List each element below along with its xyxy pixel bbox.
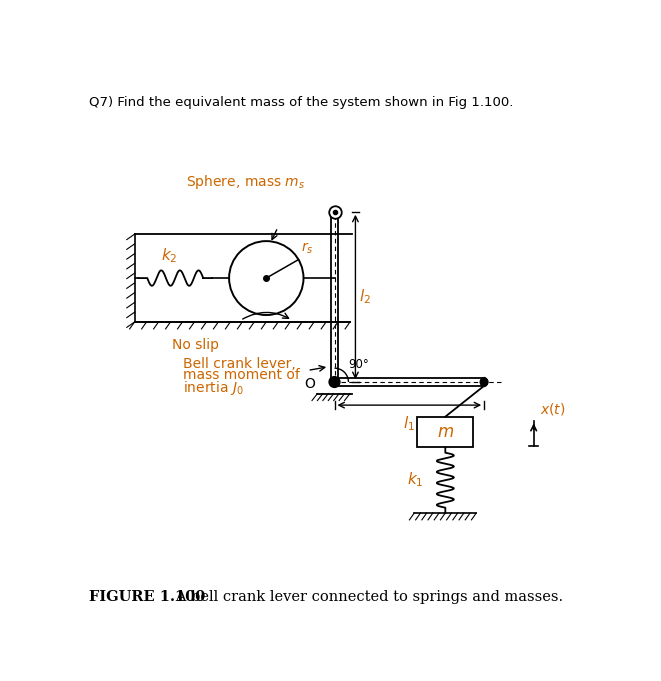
Circle shape [329, 377, 340, 387]
Text: No slip: No slip [172, 338, 219, 352]
Ellipse shape [481, 378, 487, 386]
Text: Q7) Find the equivalent mass of the system shown in Fig 1.100.: Q7) Find the equivalent mass of the syst… [89, 95, 513, 108]
Text: $r_s$: $r_s$ [301, 240, 313, 256]
Text: FIGURE 1.100: FIGURE 1.100 [89, 590, 205, 604]
Bar [418, 417, 473, 447]
Text: O: O [304, 377, 315, 392]
Text: $x(t)$: $x(t)$ [540, 400, 566, 417]
Text: $l_2$: $l_2$ [358, 287, 370, 306]
Text: $l_1$: $l_1$ [403, 414, 415, 433]
Text: mass moment of: mass moment of [183, 368, 300, 382]
Text: $k_1$: $k_1$ [407, 471, 424, 489]
Text: Sphere, mass $m_s$: Sphere, mass $m_s$ [186, 172, 305, 191]
Text: A bell crank lever connected to springs and masses.: A bell crank lever connected to springs … [163, 590, 564, 604]
Text: $k_2$: $k_2$ [161, 247, 178, 265]
Text: $m$: $m$ [437, 423, 454, 441]
Text: 90°: 90° [348, 358, 369, 371]
Text: Bell crank lever,: Bell crank lever, [183, 358, 296, 371]
Circle shape [480, 378, 488, 386]
Text: inertia $J_0$: inertia $J_0$ [183, 379, 244, 397]
